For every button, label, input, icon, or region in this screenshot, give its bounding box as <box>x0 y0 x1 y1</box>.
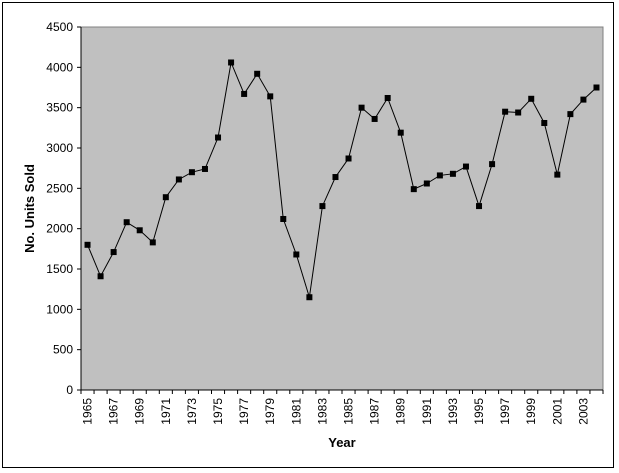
x-axis-title: Year <box>328 435 355 450</box>
data-point-marker <box>528 95 535 102</box>
data-point-marker <box>267 93 274 100</box>
data-point-marker <box>489 161 496 168</box>
data-point-marker <box>123 219 130 226</box>
data-point-marker <box>136 227 143 234</box>
data-point-marker <box>593 84 600 91</box>
data-point-marker <box>293 251 300 258</box>
data-point-marker <box>188 169 195 176</box>
x-tick-label: 1965 <box>81 398 95 425</box>
x-tick-label: 1975 <box>211 398 225 425</box>
x-axis: 1965 1967 1969 1971 1973 1975 1977 1979 1981 1983… <box>80 389 604 425</box>
data-point-marker <box>319 203 326 210</box>
x-tick-label: 1993 <box>446 398 460 425</box>
y-tick-label: 3500 <box>46 101 73 115</box>
x-tick-label: 1983 <box>315 398 329 425</box>
series <box>84 59 600 301</box>
x-tick-label: 2001 <box>550 398 564 425</box>
data-point-marker <box>410 186 417 193</box>
y-tick-label: 1000 <box>46 302 73 316</box>
data-point-marker <box>358 104 365 111</box>
y-tick-label: 3000 <box>46 141 73 155</box>
x-tick-label: 1991 <box>420 398 434 425</box>
y-axis: 0 500 1000 1500 2000 2500 3000 3500 4000 4500 <box>46 20 82 397</box>
x-tick-label: 1967 <box>107 398 121 425</box>
y-axis-title: No. Units Sold <box>22 164 37 253</box>
y-tick-label: 4000 <box>46 60 73 74</box>
data-point-marker <box>554 171 561 178</box>
x-tick-label: 1973 <box>185 398 199 425</box>
data-point-marker <box>462 163 469 170</box>
data-point-marker <box>384 94 391 101</box>
x-tick-label: 1981 <box>289 398 303 425</box>
y-tick-label: 2500 <box>46 181 73 195</box>
data-point-marker <box>332 174 339 181</box>
data-point-marker <box>110 249 117 256</box>
x-tick-label: 1989 <box>394 398 408 425</box>
data-point-marker <box>449 170 456 177</box>
data-point-marker <box>254 70 261 77</box>
y-tick-label: 4500 <box>46 20 73 34</box>
x-tick-label: 1997 <box>498 398 512 425</box>
data-point-marker <box>175 176 182 183</box>
x-tick-label: 2003 <box>576 398 590 425</box>
plot-area <box>80 26 604 391</box>
data-point-marker <box>84 241 91 248</box>
data-point-marker <box>423 180 430 187</box>
data-point-marker <box>228 59 235 66</box>
data-point-marker <box>515 109 522 116</box>
data-point-marker <box>397 129 404 136</box>
data-point-marker <box>567 111 574 118</box>
x-tick-label: 1971 <box>159 398 173 425</box>
data-point-marker <box>306 294 313 301</box>
x-tick-label: 1985 <box>342 398 356 425</box>
x-tick-label: 1987 <box>368 398 382 425</box>
data-point-marker <box>436 172 443 179</box>
x-tick-label: 1977 <box>237 398 251 425</box>
x-tick-label: 1995 <box>472 398 486 425</box>
data-point-marker <box>201 165 208 172</box>
data-point-marker <box>149 239 156 246</box>
data-point-marker <box>215 134 222 141</box>
x-tick-label: 1979 <box>263 398 277 425</box>
data-point-marker <box>541 119 548 126</box>
data-point-marker <box>345 155 352 162</box>
x-tick-label: 1969 <box>133 398 147 425</box>
data-point-marker <box>280 215 287 222</box>
y-tick-label: 0 <box>66 383 73 397</box>
data-point-marker <box>162 194 169 201</box>
data-point-marker <box>580 96 587 103</box>
x-tick-label: 1999 <box>524 398 538 425</box>
data-point-marker <box>241 90 248 97</box>
y-tick-label: 2000 <box>46 222 73 236</box>
data-point-marker <box>371 115 378 122</box>
y-tick-label: 1500 <box>46 262 73 276</box>
y-tick-label: 500 <box>53 343 73 357</box>
data-point-marker <box>97 273 104 280</box>
data-point-marker <box>476 203 483 210</box>
series-line <box>87 60 597 298</box>
data-point-marker <box>502 108 509 115</box>
